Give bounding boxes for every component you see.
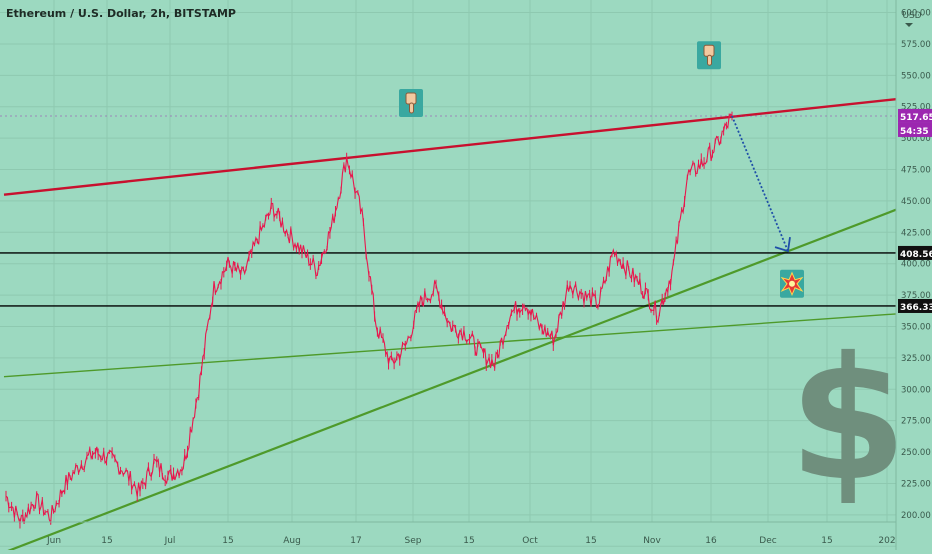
collision-icon (780, 269, 804, 298)
projection-arrowhead (774, 237, 791, 253)
dollar-sign-icon: $ (789, 321, 907, 519)
hand-finger (707, 54, 712, 66)
level-tag-bg (898, 245, 932, 260)
time-tick-label: 202 (878, 536, 895, 546)
price-tick-label: 350.00 (901, 322, 931, 332)
price-tick-label: 425.00 (901, 228, 931, 238)
price-tick-label: 575.00 (901, 40, 931, 50)
price-tick-label: 225.00 (901, 479, 931, 489)
price-tick-label: 275.00 (901, 417, 931, 427)
collision-core (789, 280, 795, 287)
level-tag: 408.56 (900, 250, 932, 260)
price-tick-label: 525.00 (901, 103, 931, 113)
last-price-tag: 517.65 (900, 113, 932, 123)
time-tick-label: Jun (46, 536, 61, 546)
level-tag-bg (898, 298, 932, 313)
time-tick-label: Nov (643, 536, 661, 546)
time-axis[interactable]: Jun 15 Jul 15 Aug 17 Sep 15 Oct 15 Nov 16 Dec 15 202 (0, 521, 896, 546)
hand-finger (409, 102, 414, 114)
time-tick-label: 16 (705, 536, 717, 546)
price-tick-label: 450.00 (901, 197, 931, 207)
time-tick-label: Sep (405, 536, 422, 546)
price-axis[interactable]: USD 200.00 225.00 250.00 275.00 300.00 325.00 3… (895, 0, 932, 550)
projection-arrow (731, 115, 791, 253)
level-tag: 366.33 (900, 303, 932, 313)
currency-label: USD (902, 11, 921, 21)
countdown-tag: 54:35 (900, 127, 929, 137)
price-tick-label: 550.00 (901, 71, 931, 81)
price-tick-label: 475.00 (901, 166, 931, 176)
time-tick-label: 17 (350, 536, 361, 546)
price-tick-label: 250.00 (901, 448, 931, 458)
time-tick-label: 15 (222, 536, 233, 546)
horizontal-levels (0, 115, 896, 307)
price-tick-label: 600.00 (901, 9, 931, 19)
countdown-tag-bg (898, 122, 932, 137)
pointing-down-hand-icon (399, 88, 423, 117)
pointing-down-hand-icon (697, 41, 721, 70)
time-tick-label: Aug (283, 536, 301, 546)
hand-palm (405, 92, 417, 105)
price-tick-label: 200.00 (901, 511, 931, 521)
price-series (5, 111, 733, 529)
time-tick-label: Jul (164, 536, 176, 546)
hand-palm (703, 44, 715, 57)
chevron-down-icon (905, 23, 913, 27)
projection-line (731, 115, 789, 252)
trendline-long-term (3, 313, 897, 378)
time-tick-label: Oct (522, 536, 538, 546)
time-tick-label: Dec (759, 536, 776, 546)
dollar-sign-icon: $ (789, 321, 907, 519)
symbol-title: Ethereum / U.S. Dollar, 2h, BITSTAMP (6, 7, 236, 20)
price-axis-bg (896, 0, 932, 550)
markers (399, 41, 804, 298)
price-tags: 517.65 54:35 408.56 366.33 (898, 108, 932, 313)
price-tick-label: 300.00 (901, 385, 931, 395)
last-price-tag-bg (898, 108, 932, 123)
time-tick-label: 15 (821, 536, 832, 546)
price-tick-label: 375.00 (901, 291, 931, 301)
price-tick-label: 400.00 (901, 260, 931, 270)
trendlines (3, 98, 897, 554)
grid (0, 0, 896, 547)
trendline-resistance (3, 98, 897, 196)
price-tick-label: 325.00 (901, 354, 931, 364)
time-tick-label: 15 (463, 536, 474, 546)
price-tick-label: 500.00 (901, 134, 931, 144)
trendline-support (3, 208, 897, 554)
time-tick-label: 15 (585, 536, 596, 546)
time-tick-label: 15 (101, 536, 112, 546)
price-line (5, 113, 733, 525)
